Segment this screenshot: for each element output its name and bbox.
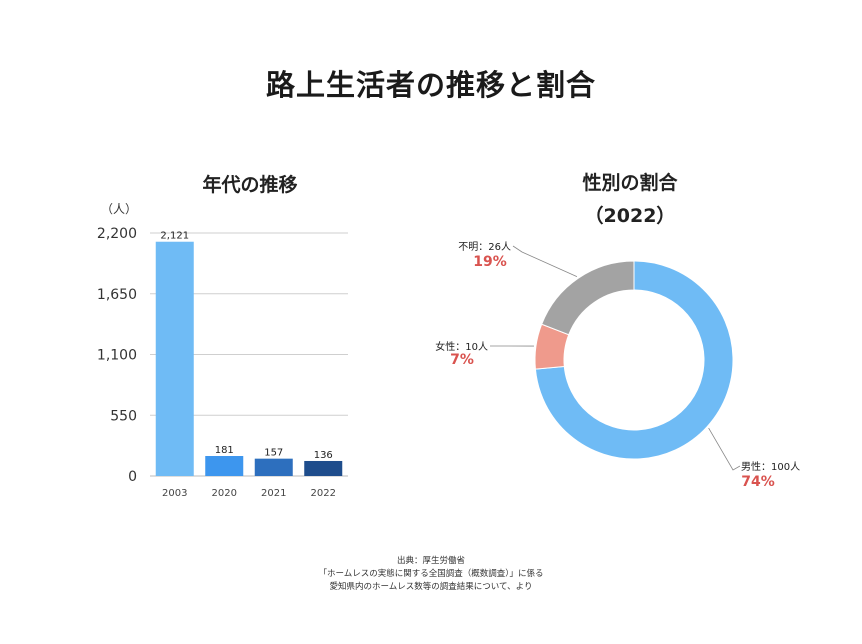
y-tick-label: 0 xyxy=(128,469,137,485)
source-line-2: 「ホームレスの実態に関する全国調査（概数調査）」に係る xyxy=(318,569,544,579)
main-title: 路上生活者の推移と割合 xyxy=(265,68,596,102)
bar-value-label: 136 xyxy=(314,450,333,461)
leader-line xyxy=(708,427,741,471)
source-line-3: 愛知県内のホームレス数等の調査結果について、より xyxy=(329,582,533,592)
bar-2021 xyxy=(254,458,293,476)
bar-value-label: 2,121 xyxy=(160,231,189,242)
y-tick-label: 2,200 xyxy=(97,226,137,242)
slice-percent: 74% xyxy=(741,474,775,490)
x-tick-label: 2021 xyxy=(261,488,286,499)
pie-chart-subtitle: （2022） xyxy=(584,205,676,227)
leader-line xyxy=(512,245,578,278)
x-tick-label: 2020 xyxy=(212,488,237,499)
y-tick-label: 1,100 xyxy=(97,348,137,364)
pie-chart-title: 性別の割合 xyxy=(582,172,678,194)
bar-2022 xyxy=(304,460,343,476)
source-line-1: 出典：厚生労働省 xyxy=(396,556,465,566)
slice-label: 不明：26人 xyxy=(458,241,511,253)
y-axis-unit-label: （人） xyxy=(101,202,137,216)
bar-value-label: 157 xyxy=(264,448,283,459)
source-note: 出典：厚生労働省 「ホームレスの実態に関する全国調査（概数調査）」に係る 愛知県… xyxy=(0,555,862,594)
slice-percent: 19% xyxy=(473,254,507,270)
bar-2020 xyxy=(205,456,244,476)
donut-slice-2 xyxy=(541,260,635,336)
x-tick-label: 2022 xyxy=(311,488,336,499)
bar-2003 xyxy=(155,241,194,476)
donut-slice-0 xyxy=(534,260,734,460)
slice-label: 男性：100人 xyxy=(741,460,800,473)
bar-chart-title: 年代の推移 xyxy=(202,174,298,196)
slice-label: 女性：10人 xyxy=(435,340,488,353)
bar-value-label: 181 xyxy=(215,445,234,456)
x-tick-label: 2003 xyxy=(162,488,187,499)
slice-percent: 7% xyxy=(450,352,474,368)
y-tick-label: 1,650 xyxy=(97,287,137,303)
y-tick-label: 550 xyxy=(110,408,137,424)
